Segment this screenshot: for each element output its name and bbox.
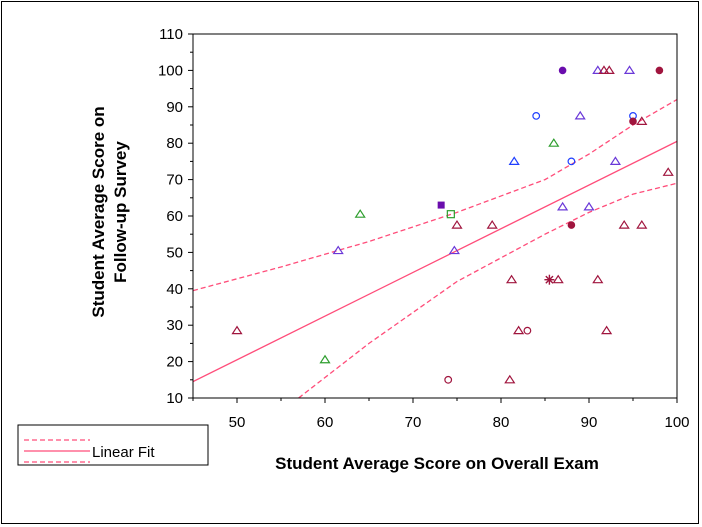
data-point-39 — [662, 167, 674, 176]
y-tick-label-30: 30 — [166, 317, 183, 334]
data-point-18 — [552, 274, 564, 284]
fit-lines — [193, 98, 677, 398]
data-point-17 — [544, 274, 555, 285]
confidence-lower-line — [298, 182, 677, 398]
data-point-25 — [583, 201, 595, 211]
data-point-26 — [592, 65, 604, 75]
data-point-27 — [592, 274, 604, 284]
data-point-3 — [332, 245, 344, 255]
data-point-15 — [523, 326, 532, 335]
data-point-13 — [508, 156, 520, 165]
y-tick-label-20: 20 — [166, 354, 183, 371]
y-tick-label-70: 70 — [166, 172, 183, 189]
y-tick-label-10: 10 — [166, 390, 183, 407]
x-tick-label-50: 50 — [229, 414, 246, 431]
data-point-19 — [548, 138, 560, 147]
x-axis-title: Student Average Score on Overall Exam — [275, 454, 599, 473]
data-point-16 — [532, 111, 541, 120]
y-tick-label-60: 60 — [166, 208, 183, 225]
y-tick-label-90: 90 — [166, 99, 183, 116]
data-point-24 — [574, 110, 586, 120]
y-tick-label-50: 50 — [166, 244, 183, 261]
data-point-31 — [609, 156, 621, 165]
data-point-35 — [629, 117, 637, 126]
y-tick-label-100: 100 — [158, 62, 183, 79]
x-tick-label-90: 90 — [581, 414, 598, 431]
x-tick-label-60: 60 — [317, 414, 334, 431]
y-axis-title-line-1: Student Average Score on — [89, 106, 108, 317]
confidence-upper-line — [193, 98, 677, 292]
y-axis-title: Student Average Score on Follow-up Surve… — [89, 106, 130, 317]
data-point-29 — [603, 65, 615, 75]
y-tick-label-40: 40 — [166, 281, 183, 298]
y-tick-label-110: 110 — [159, 26, 183, 43]
data-points — [231, 65, 674, 384]
x-tick-label-80: 80 — [493, 414, 510, 431]
data-point-30 — [601, 325, 613, 335]
data-point-23 — [567, 157, 576, 166]
y-axis-title-line-2: Follow-up Survey — [111, 141, 130, 283]
data-point-38 — [655, 66, 664, 75]
data-point-8 — [451, 219, 463, 229]
x-tick-label-100: 100 — [664, 414, 689, 431]
data-point-11 — [504, 374, 516, 384]
data-point-6 — [446, 210, 455, 219]
data-point-21 — [557, 201, 569, 211]
data-point-28 — [598, 65, 610, 75]
data-point-22 — [567, 221, 576, 229]
axes: 50 60 70 80 90 100 10 20 30 40 50 60 70 80 90 100 110 — [158, 26, 690, 431]
legend: Linear Fit — [17, 424, 209, 466]
data-point-1 — [231, 325, 243, 335]
data-point-4 — [354, 209, 366, 218]
data-point-20 — [558, 66, 567, 75]
data-point-36 — [636, 116, 648, 125]
data-point-12 — [505, 274, 518, 284]
data-point-14 — [513, 325, 525, 335]
linear-fit-line — [193, 140, 677, 383]
data-point-10 — [486, 219, 498, 229]
data-point-7 — [448, 245, 460, 255]
plot-area — [193, 65, 677, 398]
data-point-2 — [319, 354, 331, 364]
y-tick-label-80: 80 — [166, 135, 183, 152]
legend-label: Linear Fit — [92, 444, 155, 461]
data-point-9 — [444, 375, 453, 384]
x-tick-label-70: 70 — [405, 414, 422, 431]
data-point-32 — [618, 219, 630, 229]
data-point-33 — [623, 65, 636, 75]
data-point-5 — [437, 201, 445, 209]
legend-box — [17, 424, 209, 466]
data-point-37 — [636, 219, 648, 229]
plot-border — [192, 33, 678, 399]
